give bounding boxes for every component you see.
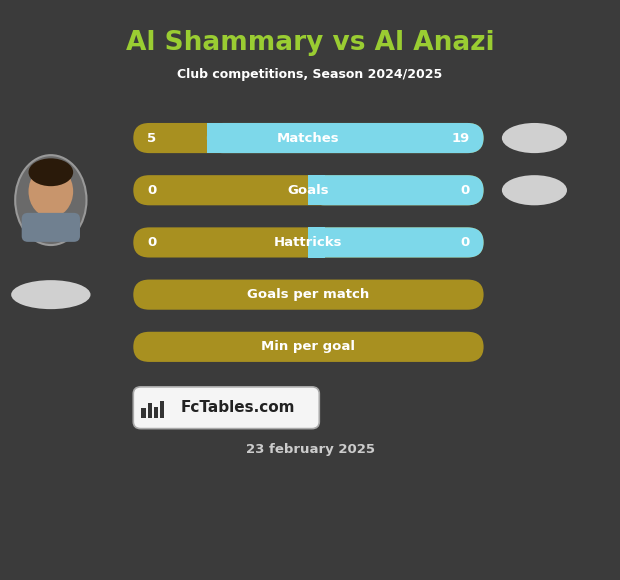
FancyBboxPatch shape [22, 213, 80, 242]
Ellipse shape [29, 165, 73, 218]
Text: Hattricks: Hattricks [274, 236, 343, 249]
Bar [141, 408, 146, 418]
Text: Club competitions, Season 2024/2025: Club competitions, Season 2024/2025 [177, 68, 443, 81]
Text: 0: 0 [147, 236, 156, 249]
FancyBboxPatch shape [309, 175, 484, 205]
Text: Goals per match: Goals per match [247, 288, 370, 301]
Text: FcTables.com: FcTables.com [180, 400, 294, 415]
Text: Matches: Matches [277, 132, 340, 144]
Text: 0: 0 [461, 236, 470, 249]
FancyBboxPatch shape [133, 280, 484, 310]
FancyBboxPatch shape [207, 123, 484, 153]
Text: Min per goal: Min per goal [262, 340, 355, 353]
FancyBboxPatch shape [133, 227, 484, 258]
Text: 0: 0 [147, 184, 156, 197]
Ellipse shape [16, 155, 87, 245]
FancyBboxPatch shape [309, 227, 484, 258]
Ellipse shape [29, 158, 73, 186]
Ellipse shape [502, 175, 567, 205]
Text: 5: 5 [147, 132, 156, 144]
Text: 19: 19 [452, 132, 470, 144]
Bar [160, 401, 164, 418]
Bar [309, 175, 325, 205]
FancyBboxPatch shape [133, 175, 484, 205]
Text: 23 february 2025: 23 february 2025 [246, 443, 374, 456]
FancyBboxPatch shape [133, 387, 319, 429]
Text: Goals: Goals [288, 184, 329, 197]
Ellipse shape [11, 280, 91, 309]
FancyBboxPatch shape [133, 123, 484, 153]
Text: 0: 0 [461, 184, 470, 197]
Ellipse shape [502, 123, 567, 153]
Bar [207, 123, 223, 153]
Bar [148, 403, 152, 418]
Text: Al Shammary vs Al Anazi: Al Shammary vs Al Anazi [126, 31, 494, 56]
FancyBboxPatch shape [133, 332, 484, 362]
Bar [154, 407, 158, 418]
Bar [309, 227, 325, 258]
